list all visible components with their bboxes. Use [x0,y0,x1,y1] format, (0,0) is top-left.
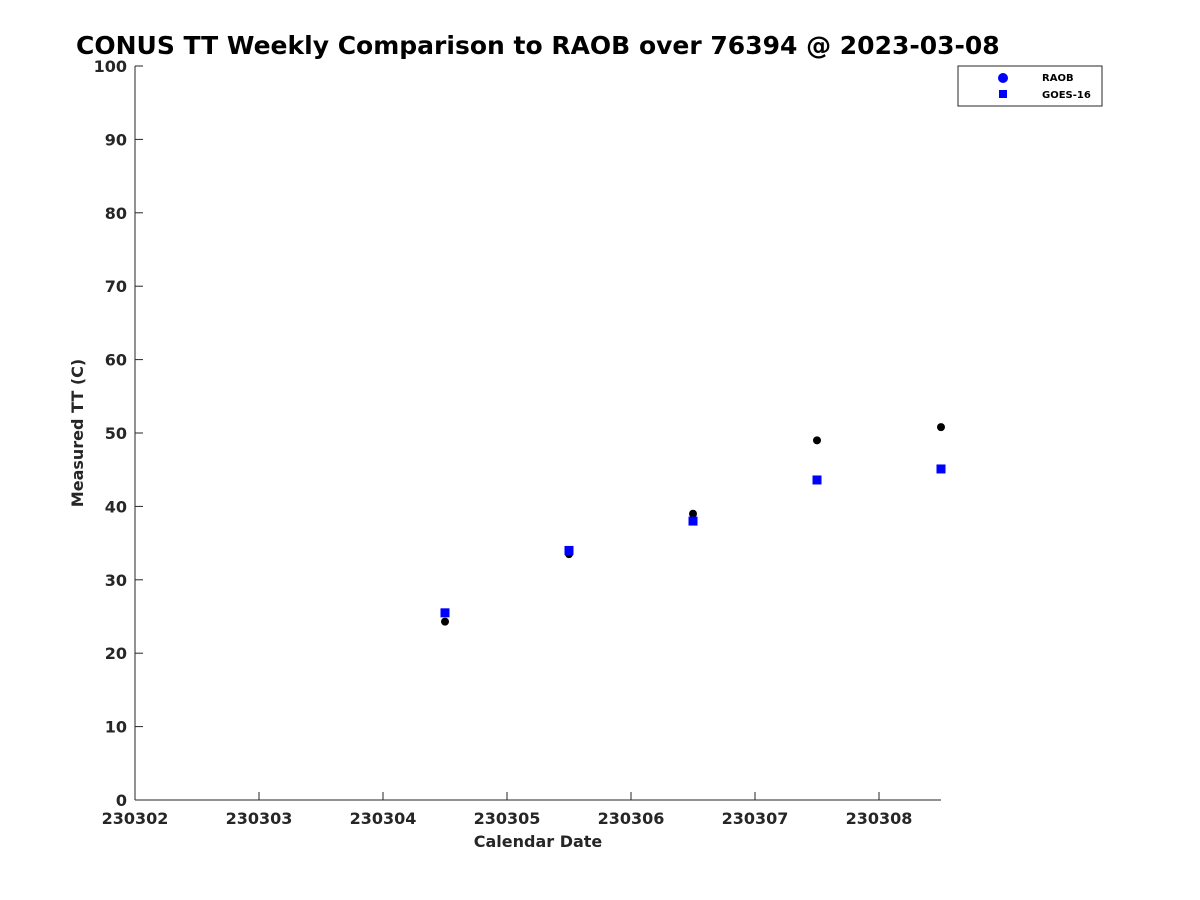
chart-title: CONUS TT Weekly Comparison to RAOB over … [76,31,1000,60]
y-tick-label: 100 [94,57,127,76]
x-tick-label: 230308 [846,809,913,828]
y-tick-label: 90 [105,130,127,149]
y-tick-label: 80 [105,204,127,223]
y-tick-label: 10 [105,718,127,737]
x-tick-label: 230304 [350,809,417,828]
raob-point [441,617,449,626]
legend-raob-marker [998,73,1008,83]
goes16-point [564,545,574,555]
x-tick-label: 230303 [226,809,293,828]
y-tick-label: 40 [105,497,127,516]
x-tick-label: 230306 [598,809,665,828]
y-tick-label: 30 [105,571,127,590]
x-axis-ticks: 230302 230303 230304 230305 230306 230307 2303… [102,792,913,828]
x-tick-label: 230302 [102,809,169,828]
y-tick-label: 50 [105,424,127,443]
raob-point [813,436,821,445]
legend-raob-label: RAOB [1042,73,1074,84]
legend: RAOB GOES-16 [957,65,1103,107]
y-tick-label: 60 [105,351,127,370]
goes16-point [688,516,698,526]
legend-goes-label: GOES-16 [1042,90,1091,101]
x-axis-label: Calendar Date [474,832,603,851]
y-tick-label: 20 [105,644,127,663]
x-tick-label: 230307 [722,809,789,828]
raob-point [689,509,697,518]
legend-goes-marker [999,90,1007,98]
y-tick-label: 70 [105,277,127,296]
legend-box [957,65,1103,107]
data-points [440,423,946,626]
raob-point [937,423,945,432]
goes16-point [812,475,822,485]
y-tick-label: 0 [116,791,127,810]
goes16-point [440,608,450,618]
y-axis-ticks: 0 10 20 30 40 50 60 70 80 90 100 [94,57,143,810]
plot-area [134,66,941,801]
y-axis-label: Measured TT (C) [68,359,87,507]
x-tick-label: 230305 [474,809,541,828]
goes16-point [936,464,946,474]
